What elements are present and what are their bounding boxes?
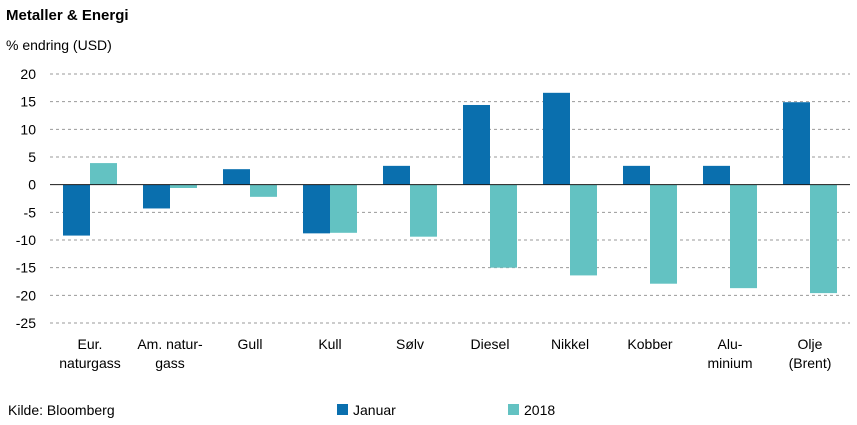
y-tick-label: 0 <box>28 177 36 193</box>
source-note: Kilde: Bloomberg <box>8 402 115 418</box>
category-label-line: Kobber <box>627 336 672 352</box>
legend-label: Januar <box>353 402 396 418</box>
category-label: Gull <box>238 336 263 352</box>
category-label: Nikkel <box>551 336 589 352</box>
legend-swatch-2018 <box>508 404 519 415</box>
category-labels: Eur. naturgass Am. natur-gass Gull Kull Sølv D… <box>59 336 831 371</box>
y-tick-label: 20 <box>20 66 36 82</box>
category-label-line: (Brent) <box>789 355 832 371</box>
category-label-line: Am. natur- <box>137 336 203 352</box>
bar-2018-0 <box>90 163 117 185</box>
category-label-line: Nikkel <box>551 336 589 352</box>
gridlines <box>50 73 850 324</box>
bar-2018-9 <box>810 184 837 294</box>
bar-januar-5 <box>463 104 490 185</box>
y-tick-label: -25 <box>16 315 36 331</box>
category-label: Kull <box>318 336 341 352</box>
y-tick-label: 10 <box>20 121 36 137</box>
legend: Januar 2018 <box>337 402 555 418</box>
category-label: Diesel <box>471 336 510 352</box>
category-label-line: gass <box>155 355 185 371</box>
category-label-line: Diesel <box>471 336 510 352</box>
bar-2018-2 <box>250 184 277 197</box>
category-label-line: Kull <box>318 336 341 352</box>
bar-2018-6 <box>570 184 597 276</box>
y-tick-label: -5 <box>24 204 37 220</box>
bar-januar-9 <box>783 102 810 185</box>
chart-subtitle: % endring (USD) <box>6 37 112 53</box>
bar-januar-4 <box>383 165 410 185</box>
category-label-line: Sølv <box>396 336 424 352</box>
legend-label: 2018 <box>524 402 555 418</box>
legend-swatch-januar <box>337 404 348 415</box>
bar-2018-8 <box>730 184 757 289</box>
y-axis-ticks: 20 15 10 5 0 -5 -10 -15 -20 -25 <box>16 66 36 331</box>
category-label: Sølv <box>396 336 424 352</box>
bar-2018-1 <box>170 184 197 188</box>
category-label: Kobber <box>627 336 672 352</box>
y-tick-label: 15 <box>20 94 36 110</box>
y-tick-label: -15 <box>16 260 36 276</box>
bar-2018-4 <box>410 184 437 237</box>
category-label-line: Eur. <box>78 336 103 352</box>
bar-januar-7 <box>623 165 650 185</box>
bar-januar-2 <box>223 169 250 185</box>
bar-januar-3 <box>303 184 330 234</box>
category-label: Alu-minium <box>707 336 752 371</box>
category-label: Am. natur-gass <box>137 336 203 371</box>
category-label-line: Gull <box>238 336 263 352</box>
chart-title: Metaller & Energi <box>6 7 129 24</box>
category-label: Olje (Brent) <box>789 336 832 371</box>
y-tick-label: 5 <box>28 149 36 165</box>
bar-2018-5 <box>490 184 517 268</box>
bar-januar-1 <box>143 184 170 209</box>
bar-januar-6 <box>543 92 570 185</box>
bar-januar-8 <box>703 165 730 185</box>
y-tick-label: -20 <box>16 287 36 303</box>
y-tick-label: -10 <box>16 232 36 248</box>
category-label-line: naturgass <box>59 355 120 371</box>
bar-januar-0 <box>63 184 90 236</box>
bars <box>63 92 837 294</box>
category-label: Eur. naturgass <box>59 336 120 371</box>
category-label-line: Olje <box>798 336 823 352</box>
category-label-line: minium <box>707 355 752 371</box>
category-label-line: Alu- <box>718 336 743 352</box>
bar-2018-7 <box>650 184 677 284</box>
bar-2018-3 <box>330 184 357 233</box>
